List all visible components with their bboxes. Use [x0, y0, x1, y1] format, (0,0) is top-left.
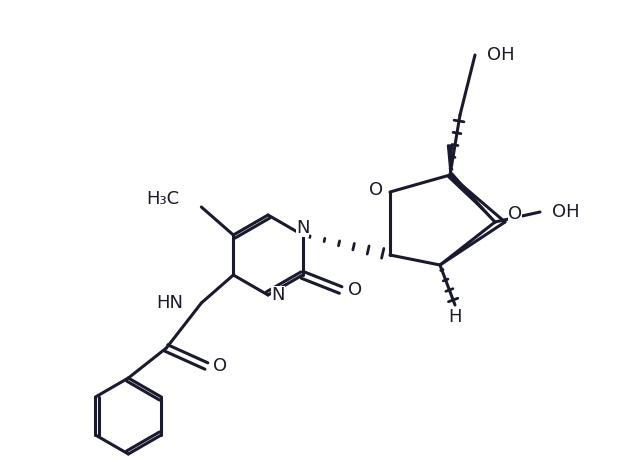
Text: N: N	[296, 219, 309, 237]
Text: O: O	[348, 281, 362, 299]
Text: HN: HN	[156, 294, 183, 312]
Text: OH: OH	[487, 46, 515, 64]
Text: H₃C: H₃C	[146, 190, 179, 208]
Text: O: O	[508, 205, 522, 223]
Text: H: H	[448, 308, 461, 326]
Polygon shape	[447, 145, 452, 175]
Text: OH: OH	[552, 203, 580, 221]
Polygon shape	[448, 173, 495, 222]
Text: O: O	[369, 181, 383, 199]
Text: O: O	[213, 357, 227, 375]
Text: N: N	[271, 286, 285, 304]
